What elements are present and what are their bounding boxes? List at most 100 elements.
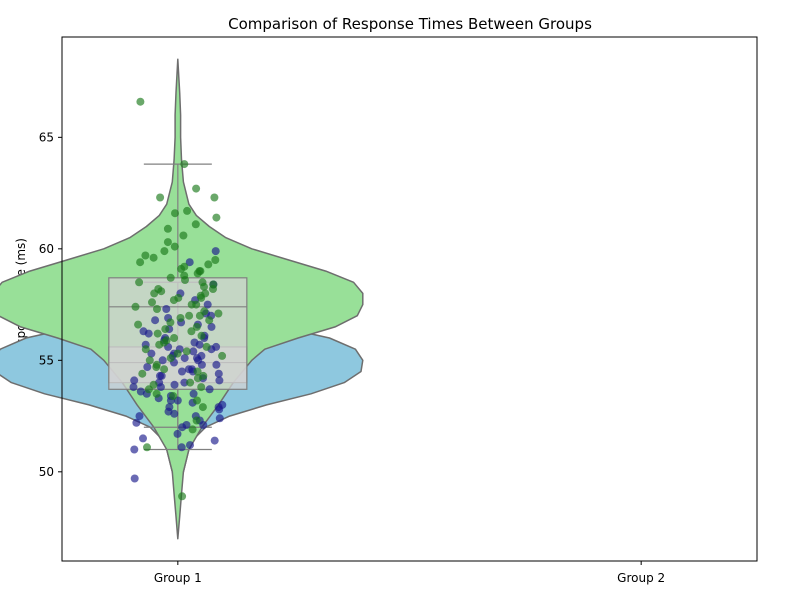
data-point — [169, 392, 178, 400]
data-point — [153, 329, 162, 338]
data-point — [182, 421, 191, 429]
data-point — [149, 253, 158, 262]
data-point — [189, 389, 198, 398]
data-point — [130, 376, 139, 385]
data-point — [152, 360, 161, 369]
data-point — [173, 349, 182, 358]
data-point — [192, 322, 201, 331]
data-point — [212, 342, 221, 351]
data-point — [147, 349, 156, 358]
data-point — [143, 443, 151, 452]
data-point — [148, 298, 156, 307]
data-point — [153, 305, 161, 313]
data-point — [204, 260, 213, 269]
data-point — [218, 351, 227, 360]
data-point — [158, 356, 167, 365]
data-point — [198, 403, 207, 412]
x-axis-ticks: Group 1 Group 2 — [154, 561, 665, 585]
data-point — [135, 278, 144, 287]
data-point — [163, 238, 172, 247]
data-point — [185, 311, 194, 320]
data-point — [136, 97, 145, 106]
data-point — [197, 331, 206, 340]
data-point — [215, 376, 224, 385]
data-point — [205, 316, 214, 325]
data-point — [203, 300, 212, 309]
data-point — [141, 345, 150, 354]
chart-title: Comparison of Response Times Between Gro… — [228, 15, 592, 33]
x-tick-label: Group 2 — [617, 571, 665, 585]
data-point — [180, 262, 189, 271]
data-point — [197, 351, 206, 360]
y-axis-ticks: 50 55 60 65 — [39, 130, 62, 479]
data-point — [139, 327, 148, 336]
data-point — [136, 387, 145, 396]
data-point — [193, 396, 201, 405]
data-point — [132, 418, 141, 427]
y-tick-label: 55 — [39, 353, 54, 367]
plot-area — [0, 58, 364, 540]
data-point — [192, 416, 201, 425]
data-point — [211, 256, 220, 264]
data-point — [210, 436, 219, 445]
data-point — [215, 414, 224, 423]
data-point — [160, 247, 169, 256]
data-point — [149, 380, 158, 389]
data-point — [209, 280, 218, 289]
data-point — [185, 258, 194, 267]
data-point — [191, 220, 200, 229]
data-point — [145, 356, 154, 365]
data-point — [170, 334, 179, 342]
data-point — [136, 258, 145, 267]
data-point — [207, 322, 216, 331]
data-point — [162, 305, 171, 313]
data-point — [171, 209, 179, 218]
data-point — [179, 231, 188, 240]
data-point — [178, 367, 186, 376]
data-point — [152, 389, 161, 398]
data-point — [154, 285, 163, 293]
data-point — [197, 383, 206, 392]
data-point — [143, 363, 152, 371]
data-point — [173, 429, 182, 438]
data-point — [190, 338, 199, 347]
data-point — [198, 278, 207, 287]
data-point — [214, 309, 223, 318]
data-point — [212, 360, 221, 369]
data-point — [130, 445, 139, 454]
data-point — [157, 371, 166, 380]
data-point — [129, 383, 138, 392]
data-point — [139, 434, 147, 443]
data-point — [131, 302, 140, 311]
data-point — [182, 347, 191, 356]
data-point — [134, 320, 143, 329]
data-point — [166, 354, 175, 363]
data-point — [130, 474, 139, 483]
data-point — [170, 380, 179, 389]
data-point — [205, 385, 214, 394]
data-point — [186, 441, 194, 450]
data-point — [180, 354, 189, 363]
data-point — [180, 271, 189, 280]
axes-frame — [61, 36, 758, 562]
data-point — [141, 251, 150, 260]
data-point — [189, 347, 198, 356]
points-series-2 — [131, 97, 227, 501]
data-point — [184, 365, 193, 374]
data-point — [210, 193, 219, 202]
data-point — [138, 369, 147, 378]
data-point — [186, 378, 195, 387]
axes — [61, 36, 758, 562]
data-point — [211, 247, 220, 256]
data-point — [212, 213, 221, 222]
data-point — [188, 425, 197, 434]
data-point — [160, 365, 169, 374]
data-point — [163, 224, 172, 233]
boxplot-2 — [108, 163, 248, 428]
data-point — [183, 206, 192, 215]
data-point — [200, 307, 209, 316]
data-point — [192, 184, 201, 193]
data-point — [178, 492, 187, 501]
data-point — [177, 443, 186, 452]
